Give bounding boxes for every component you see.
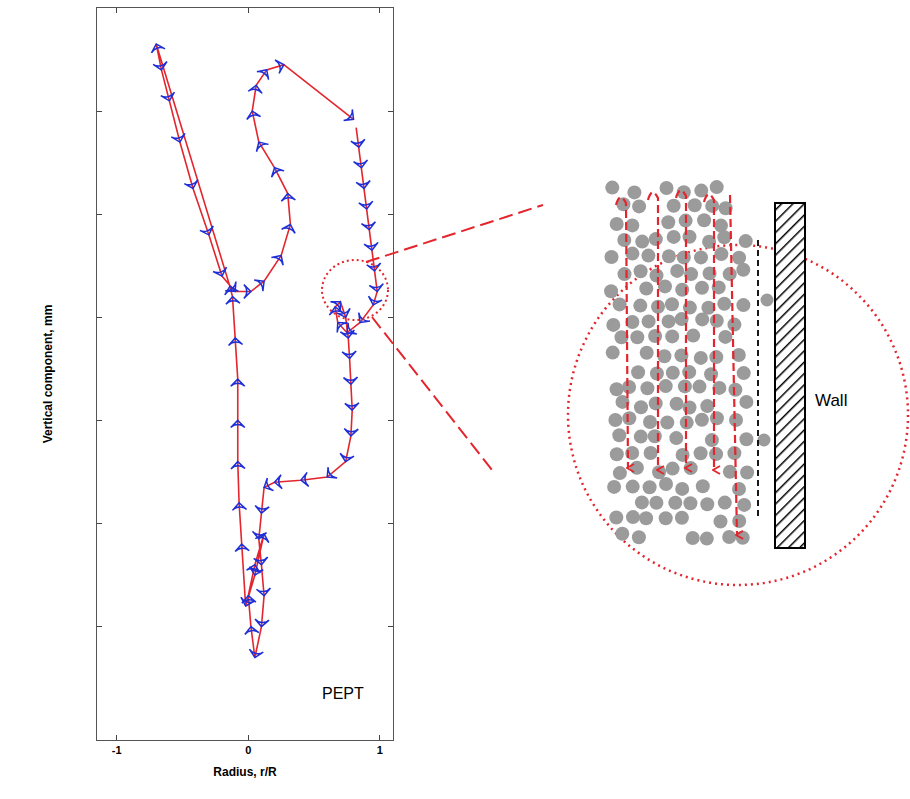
svg-text:PEPT: PEPT: [322, 685, 364, 702]
svg-text:Wall: Wall: [815, 391, 847, 410]
svg-text:Vertical component, mm: Vertical component, mm: [41, 305, 55, 444]
svg-text:-1: -1: [112, 744, 122, 756]
svg-text:1: 1: [377, 744, 383, 756]
svg-text:Radius, r/R: Radius, r/R: [213, 765, 277, 779]
svg-text:0: 0: [245, 744, 251, 756]
